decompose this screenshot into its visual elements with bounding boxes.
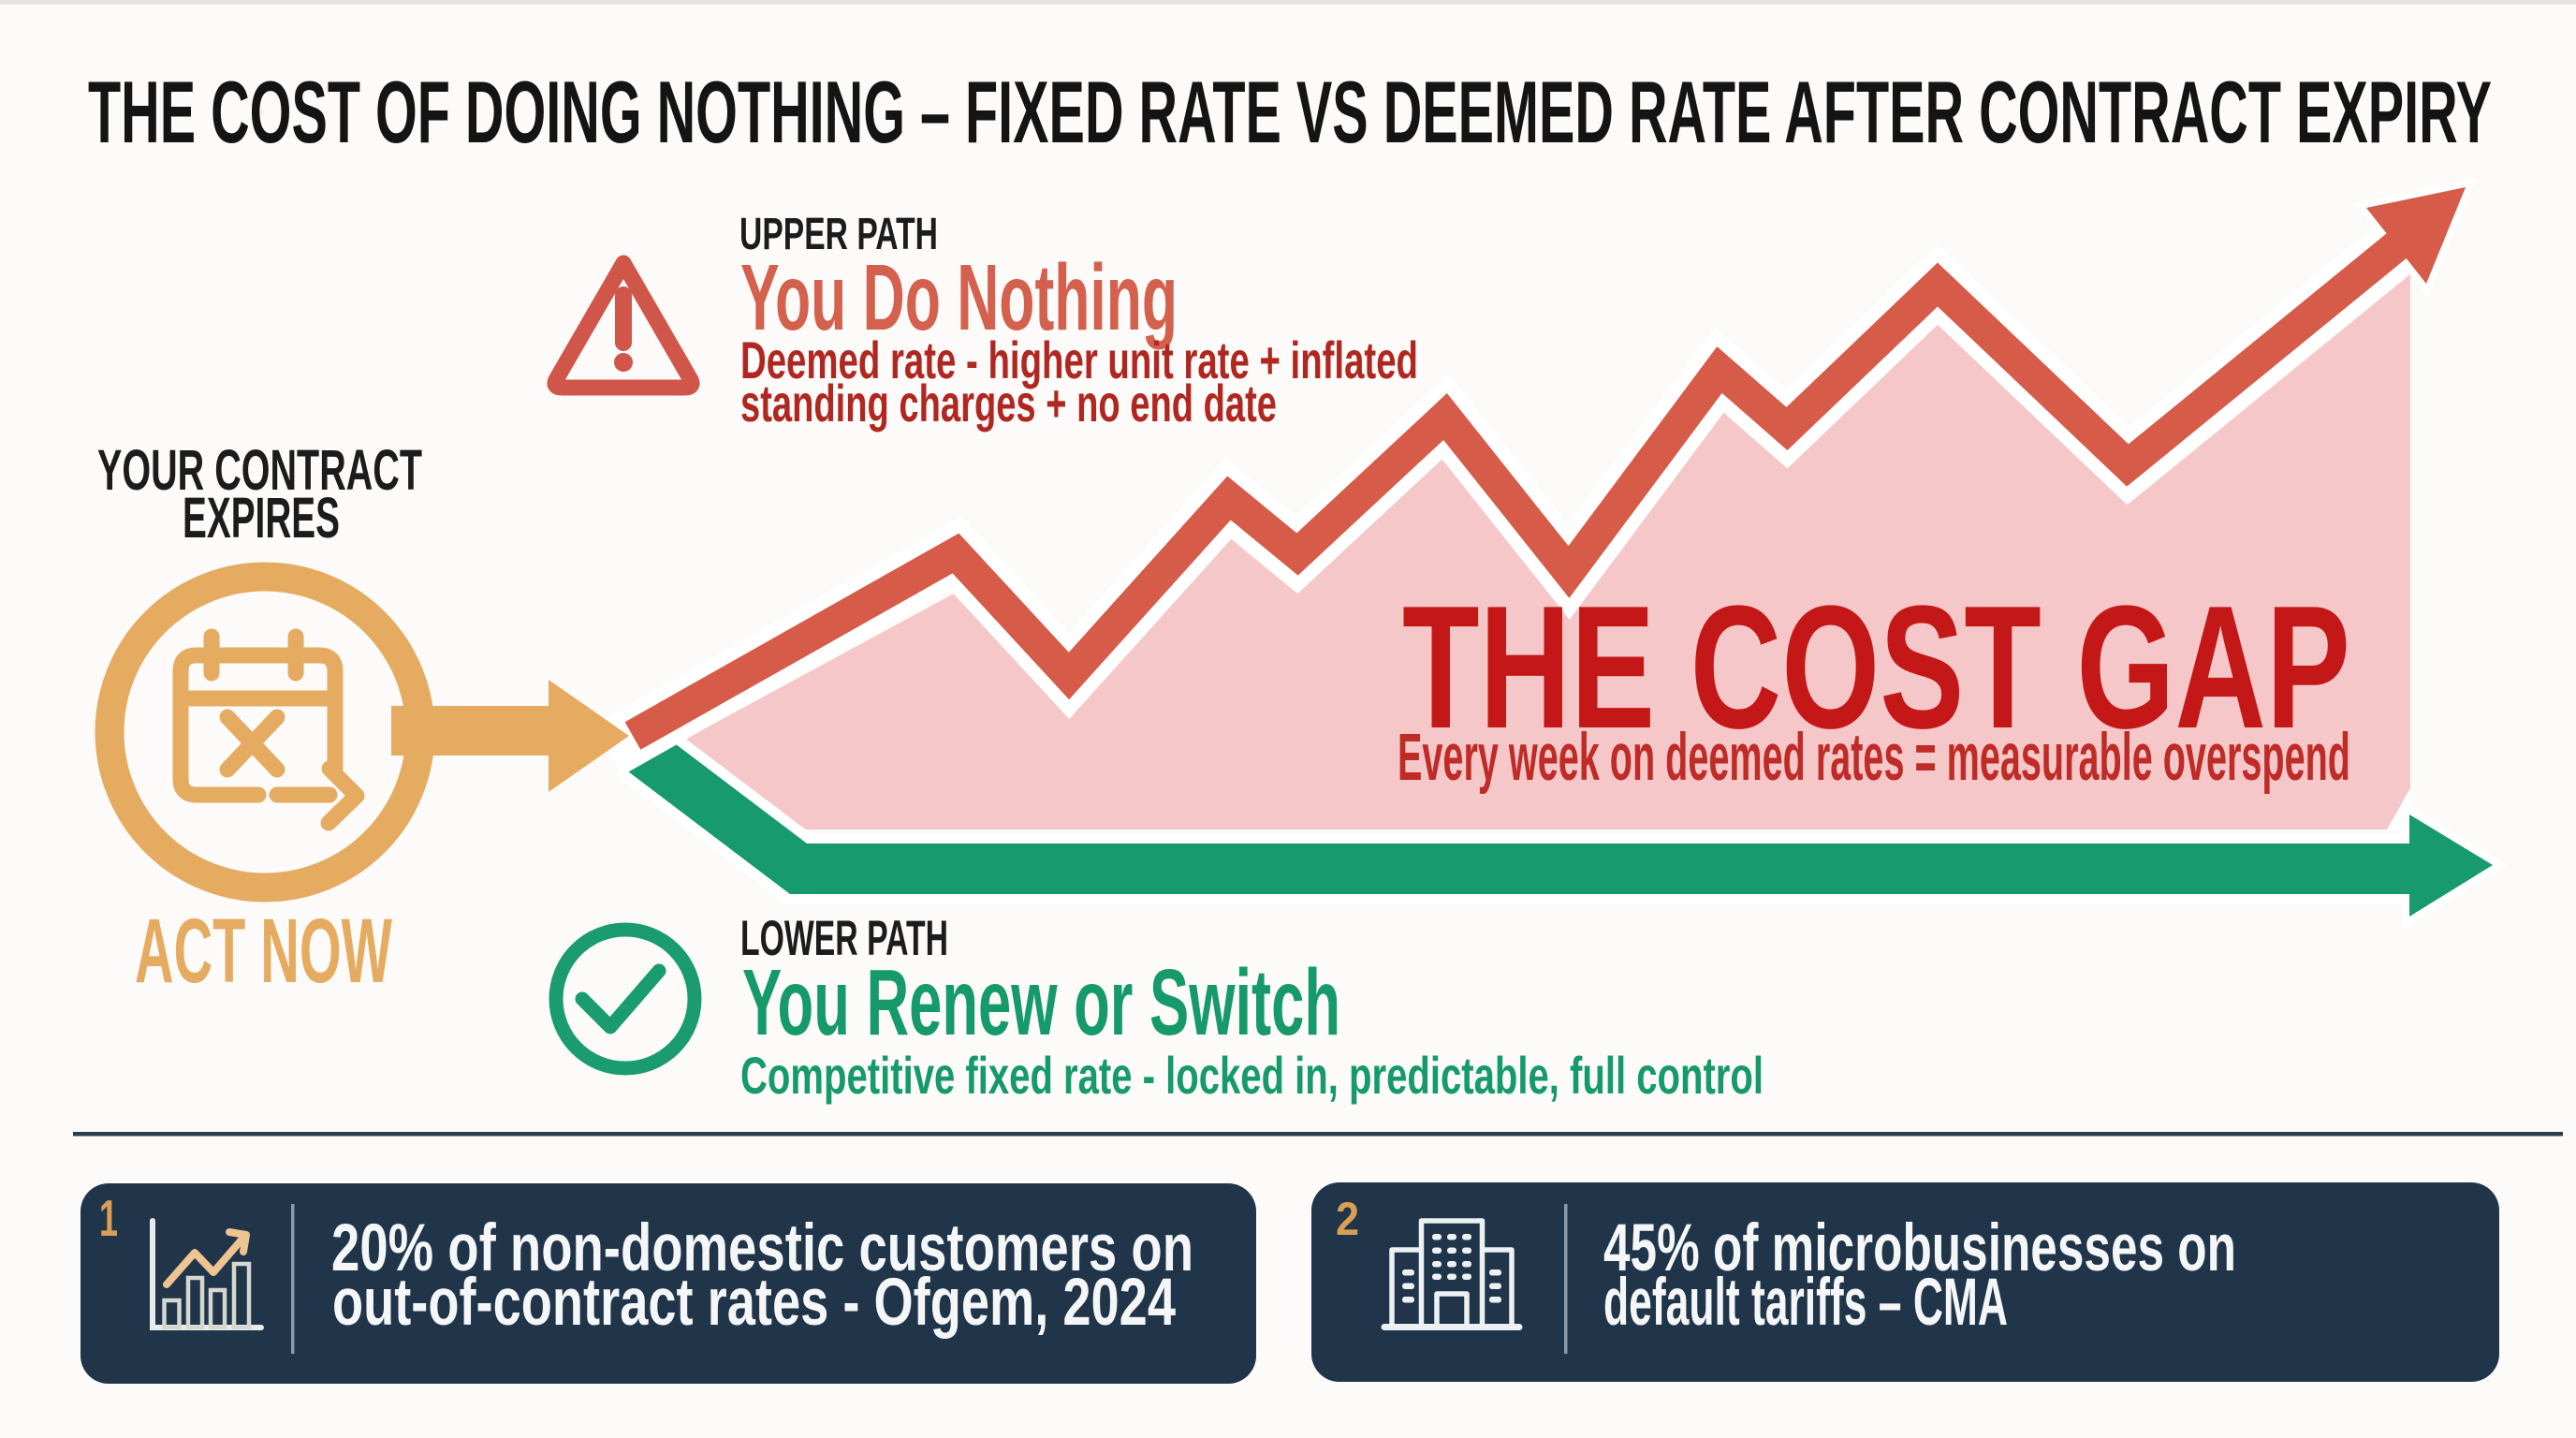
svg-text:UPPER PATH: UPPER PATH — [739, 210, 938, 259]
svg-text:standing charges + no end date: standing charges + no end date — [740, 374, 1277, 433]
svg-text:You Do Nothing: You Do Nothing — [740, 245, 1178, 350]
svg-text:20% of non-domestic customers: 20% of non-domestic customers on — [331, 1211, 1193, 1285]
svg-text:THE COST OF DOING NOTHING – FI: THE COST OF DOING NOTHING – FIXED RATE V… — [88, 63, 2492, 161]
svg-text:out-of-contract rates - Ofgem,: out-of-contract rates - Ofgem, 2024 — [332, 1266, 1176, 1340]
svg-text:default tariffs – CMA: default tariffs – CMA — [1603, 1266, 2008, 1340]
svg-text:You Renew or Switch: You Renew or Switch — [742, 950, 1340, 1055]
svg-text:ACT NOW: ACT NOW — [135, 900, 392, 1002]
svg-text:LOWER PATH: LOWER PATH — [740, 911, 948, 966]
svg-text:45% of microbusinesses on: 45% of microbusinesses on — [1603, 1211, 2236, 1285]
svg-text:Every week on deemed rates = m: Every week on deemed rates = measurable … — [1398, 721, 2350, 795]
svg-text:YOUR CONTRACT: YOUR CONTRACT — [97, 438, 422, 502]
svg-text:EXPIRES: EXPIRES — [183, 486, 340, 550]
svg-text:Deemed rate - higher unit rate: Deemed rate - higher unit rate + inflate… — [740, 330, 1418, 389]
svg-text:1: 1 — [99, 1189, 118, 1247]
svg-text:Competitive fixed rate - locke: Competitive fixed rate - locked in, pred… — [740, 1046, 1764, 1105]
svg-text:THE COST GAP: THE COST GAP — [1402, 569, 2350, 765]
svg-text:2: 2 — [1336, 1193, 1359, 1245]
